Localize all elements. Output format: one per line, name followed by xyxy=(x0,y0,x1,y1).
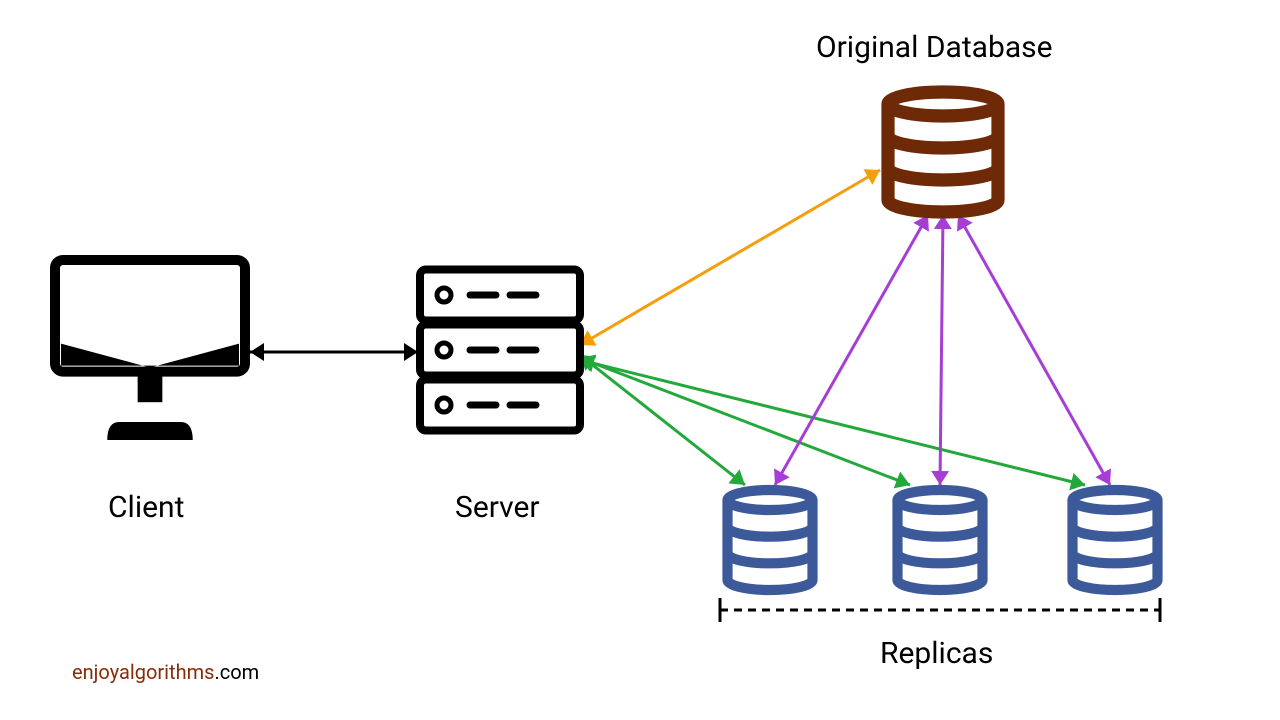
diagram-canvas xyxy=(0,0,1280,720)
replicas-label: Replicas xyxy=(880,636,993,671)
replica-database-icon xyxy=(728,490,813,590)
watermark-main: enjoyalgorithms xyxy=(72,660,214,684)
client-label: Client xyxy=(108,490,184,525)
client-icon xyxy=(55,260,245,440)
watermark: enjoyalgorithms.com xyxy=(72,660,259,684)
server-icon xyxy=(420,270,580,431)
original-database-label: Original Database xyxy=(816,30,1053,65)
original-database-icon xyxy=(888,92,998,212)
replica-database-icon xyxy=(1073,490,1158,590)
replica-database-icon xyxy=(898,490,983,590)
watermark-ext: .com xyxy=(214,660,259,684)
server-label: Server xyxy=(455,490,540,525)
